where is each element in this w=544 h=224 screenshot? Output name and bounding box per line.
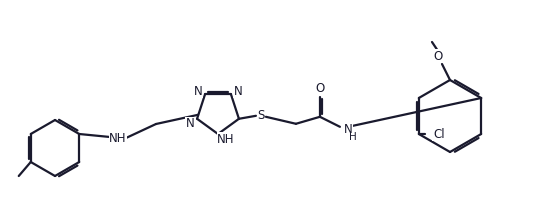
Text: NH: NH [217, 133, 235, 146]
Text: NH: NH [109, 131, 127, 144]
Text: S: S [257, 109, 264, 122]
Text: H: H [349, 132, 357, 142]
Text: N: N [233, 85, 242, 98]
Text: O: O [316, 82, 325, 95]
Text: N: N [186, 117, 194, 130]
Text: Cl: Cl [433, 127, 444, 140]
Text: N: N [344, 123, 353, 136]
Text: O: O [434, 50, 443, 62]
Text: N: N [194, 85, 202, 98]
